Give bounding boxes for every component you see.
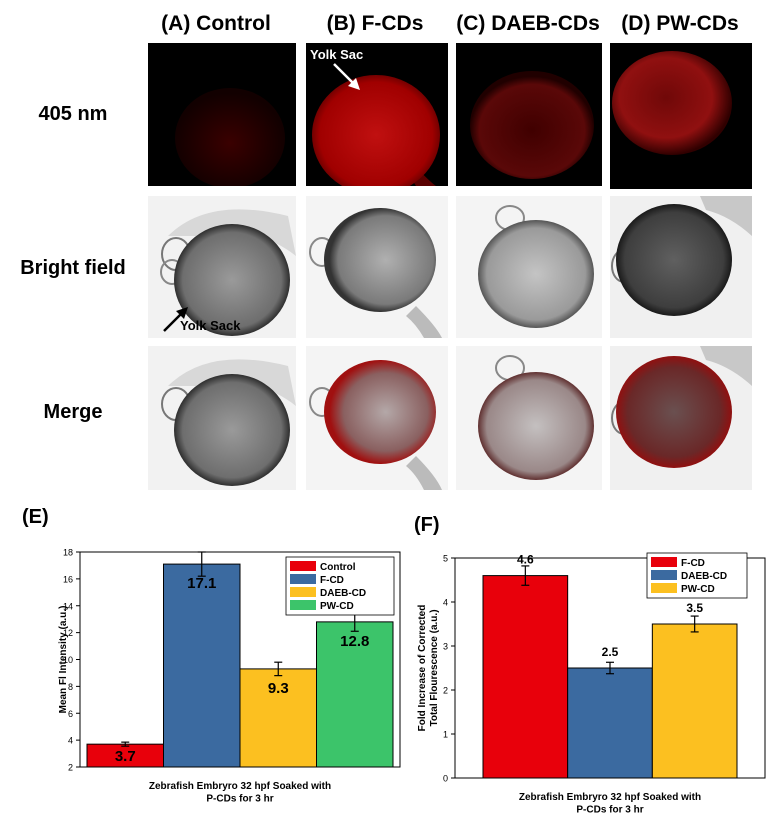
data-label-daeb-cd: 2.5: [602, 645, 619, 659]
y-tick-label: 14: [63, 601, 73, 611]
merge-image-f-cds: [306, 346, 448, 490]
legend-label-daeb-cd: DAEB-CD: [320, 588, 366, 599]
y-tick-label: 0: [443, 774, 448, 784]
y-tick-label: 10: [63, 655, 73, 665]
legend-label-pw-cd: PW-CD: [320, 601, 354, 612]
bright-field-image-daeb-cds: [456, 196, 602, 338]
y-tick-label: 5: [443, 554, 448, 564]
data-label-control: 3.7: [115, 748, 136, 765]
legend-swatch-daeb-cd: [651, 570, 677, 580]
y-tick-label: 2: [68, 763, 73, 773]
legend-label-control: Control: [320, 562, 356, 573]
y-tick-label: 2: [443, 686, 448, 696]
data-label-pw-cd: 12.8: [340, 633, 369, 650]
y-axis-label: Mean Fl Intensity (a.u.): [58, 606, 69, 714]
legend-swatch-pw-cd: [290, 600, 316, 610]
fluorescence-image-control: [148, 43, 296, 186]
data-label-pw-cd: 3.5: [686, 601, 703, 615]
y-tick-label: 6: [68, 709, 73, 719]
data-label-f-cd: 17.1: [187, 575, 216, 592]
merge-image-control: [148, 346, 296, 490]
bar-daeb-cd: [567, 667, 653, 779]
y-tick-label: 4: [68, 736, 73, 746]
y-tick-label: 1: [443, 730, 448, 740]
y-tick-label: 12: [63, 628, 73, 638]
merge-image-daeb-cds: [456, 346, 602, 490]
fluorescence-image-f-cds: [306, 43, 448, 186]
legend-label-pw-cd: PW-CD: [681, 584, 715, 595]
panel-letter-f: (F): [414, 514, 440, 536]
y-tick-label: 8: [68, 682, 73, 692]
y-tick-label: 4: [443, 598, 448, 608]
yolk-sack-label: Yolk Sack: [180, 318, 241, 333]
x-axis-label: Zebrafish Embryro 32 hpf Soaked with P-CD…: [519, 792, 701, 815]
legend-swatch-f-cd: [290, 574, 316, 584]
legend-label-daeb-cd: DAEB-CD: [681, 571, 727, 582]
chart-f-fold-increase: 0 1 2 3 4 5 4.6 2.5 3.5 Fold Increase of Correcte…: [417, 553, 766, 815]
yolk-sac-arrow-icon: [333, 63, 360, 90]
bright-field-image-pw-cds: [610, 196, 752, 338]
bright-field-image-control: [148, 196, 296, 338]
bar-daeb-cd: [239, 668, 317, 768]
bar-pw-cd: [651, 623, 738, 779]
column-title-control: (A) Control: [161, 12, 271, 35]
y-tick-label: 3: [443, 642, 448, 652]
row-label-bright-field: Bright field: [20, 257, 126, 279]
panel-letter-e: (E): [22, 506, 49, 528]
legend-swatch-control: [290, 561, 316, 571]
fluorescence-image-daeb-cds: [456, 43, 602, 186]
x-axis-label: Zebrafish Embryro 32 hpf Soaked with P-CD…: [149, 781, 331, 805]
legend-swatch-pw-cd: [651, 583, 677, 593]
bar-f-cd: [482, 575, 569, 779]
legend-label-f-cd: F-CD: [320, 575, 344, 586]
y-tick-label: 18: [63, 548, 73, 558]
y-tick-label: 16: [63, 574, 73, 584]
chart-e-mean-fl-intensity: 2 4 6 8 10 12 14 16 18 3.7 17.1 9.3 12.8 Mean Fl Inte…: [58, 548, 401, 805]
yolk-sac-label: Yolk Sac: [310, 47, 364, 62]
legend-swatch-f-cd: [651, 557, 677, 567]
column-title-pw-cds: (D) PW-CDs: [621, 12, 739, 35]
bright-field-image-f-cds: [306, 196, 448, 338]
legend-swatch-daeb-cd: [290, 587, 316, 597]
column-title-f-cds: (B) F-CDs: [326, 12, 424, 35]
merge-image-pw-cds: [610, 346, 752, 490]
row-label-405nm: 405 nm: [38, 103, 108, 125]
bar-pw-cd: [316, 621, 394, 768]
bar-f-cd: [163, 563, 241, 768]
row-label-merge: Merge: [43, 401, 103, 423]
yolk-sack-arrow-icon: [163, 307, 188, 332]
data-label-f-cd: 4.6: [517, 553, 534, 567]
legend-label-f-cd: F-CD: [681, 558, 705, 569]
column-title-daeb-cds: (C) DAEB-CDs: [456, 12, 600, 35]
fluorescence-image-pw-cds: [610, 43, 752, 189]
y-axis-label: Fold Increase of CorrectedTotal Flouresc…: [417, 605, 440, 732]
data-label-daeb-cd: 9.3: [268, 680, 289, 697]
